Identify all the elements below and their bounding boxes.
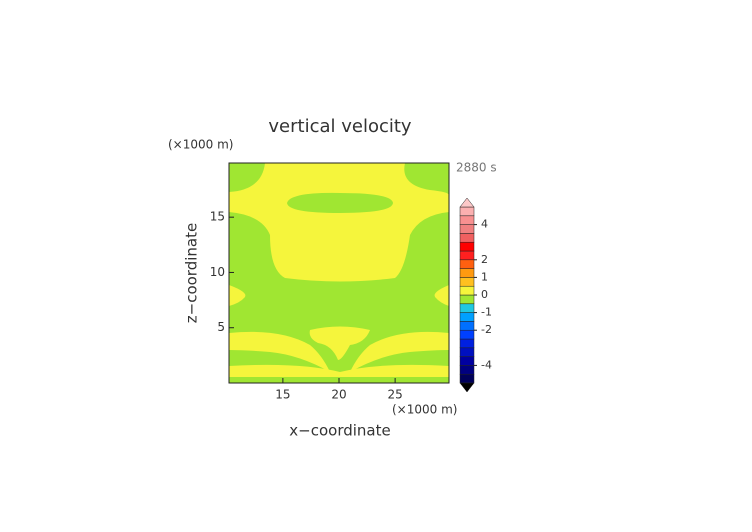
colorbar-tick-label: -4 — [481, 358, 492, 371]
colorbar-tick-label: 1 — [481, 270, 488, 283]
x-axis-label: x−coordinate — [289, 422, 390, 440]
time-label: 2880 s — [456, 161, 497, 175]
colorbar-segment — [459, 356, 475, 366]
colorbar-segment — [459, 373, 475, 384]
colorbar-tick-label: 0 — [481, 288, 488, 301]
colorbar-tick-label: 4 — [481, 218, 488, 231]
colorbar-segment — [459, 224, 475, 234]
colorbar-segment — [459, 215, 475, 225]
colorbar-segment — [459, 268, 475, 278]
contour-fill — [309, 326, 370, 360]
y-tick-label: 5 — [217, 320, 225, 334]
y-unit: (×1000 m) — [168, 138, 233, 152]
x-tick-label: 15 — [275, 388, 290, 402]
contour-fill — [229, 163, 449, 282]
x-tick-label: 25 — [387, 388, 402, 402]
colorbar-segment — [459, 250, 475, 261]
y-tick-label: 10 — [210, 265, 225, 279]
colorbar-segment — [459, 312, 475, 322]
contour-field — [229, 163, 449, 383]
colorbar-extend-low — [459, 382, 475, 393]
colorbar-segment — [459, 321, 475, 331]
x-unit: (×1000 m) — [392, 403, 457, 417]
contour-fill — [287, 192, 393, 213]
colorbar-tick-label: -2 — [481, 323, 492, 336]
contour-fill — [350, 331, 449, 372]
contour-fill — [229, 285, 246, 306]
colorbar-segment — [459, 233, 475, 243]
y-tick-label: 15 — [210, 210, 225, 224]
colorbar-segment — [459, 285, 475, 296]
contour-fill — [229, 331, 330, 372]
colorbar-extend-high — [459, 197, 475, 208]
colorbar-tick-label: 2 — [481, 253, 488, 266]
x-tick-label: 20 — [331, 388, 346, 402]
colorbar-segment — [459, 241, 475, 252]
colorbar-segment — [459, 347, 475, 357]
colorbar-tick-label: -1 — [481, 306, 492, 319]
colorbar-segment — [459, 303, 475, 313]
colorbar-segment — [459, 338, 475, 349]
contour-fill — [434, 285, 449, 306]
colorbar-segment — [459, 329, 475, 340]
colorbar-segment — [459, 277, 475, 287]
colorbar-segment — [459, 259, 475, 269]
chart-title: vertical velocity — [268, 116, 412, 137]
colorbar-segment — [459, 206, 475, 217]
y-axis-label: z−coordinate — [183, 223, 201, 323]
colorbar-segment — [459, 294, 475, 305]
colorbar-segment — [459, 365, 475, 375]
contour-fill — [229, 364, 449, 377]
